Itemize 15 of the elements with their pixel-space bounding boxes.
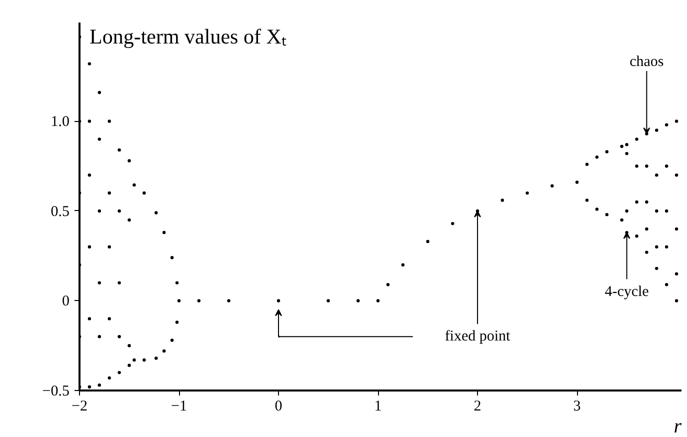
x-tick-label: 2 [474, 398, 482, 414]
y-tick-label: 0 [62, 294, 70, 310]
x-tick-label: −2 [72, 398, 88, 414]
x-tick-label: 1 [374, 398, 382, 414]
annotation: fixed point [444, 328, 512, 345]
y-tick-label: −0.5 [42, 384, 70, 400]
x-tick-label: 3 [573, 398, 581, 414]
x-tick-label: −1 [171, 398, 187, 414]
annotation: 4-cycle [604, 284, 650, 300]
x-tick-label: 0 [274, 398, 282, 414]
y-tick-label: 1.0 [50, 114, 70, 130]
x-axis-title: r [674, 416, 682, 437]
y-tick-label: 0.5 [50, 204, 70, 220]
annotation: chaos [630, 54, 664, 70]
chart-title: Long-term values of Xₜ [90, 24, 286, 48]
